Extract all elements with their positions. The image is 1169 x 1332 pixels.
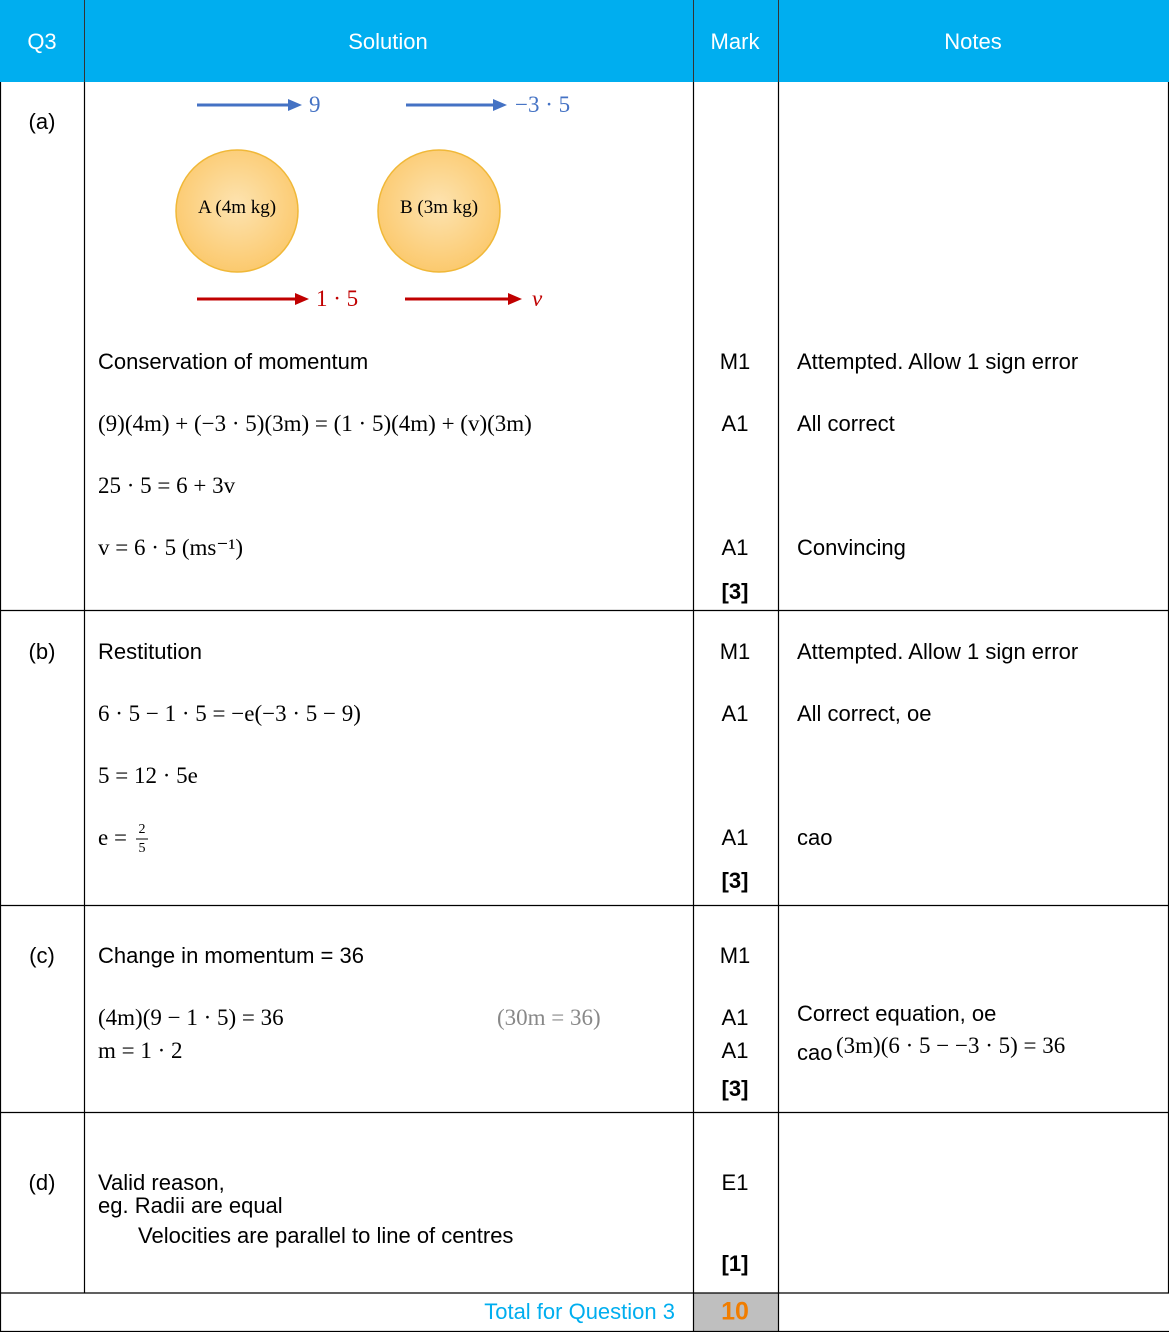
part-total: [3] xyxy=(721,579,749,604)
note: cao xyxy=(797,1040,833,1065)
fraction-denominator: 5 xyxy=(138,841,146,856)
header-cell: Mark xyxy=(710,29,760,54)
solution-math: v = 6 · 5 (ms⁻¹) xyxy=(98,535,244,560)
solution-math: 25 · 5 = 6 + 3v xyxy=(98,473,236,498)
solution-text: Valid reason, xyxy=(98,1170,225,1195)
note: Attempted. Allow 1 sign error xyxy=(797,639,1079,664)
solution-math: (4m)(9 − 1 · 5) = 36 xyxy=(98,1005,284,1030)
solution-text: Change in momentum = 36 xyxy=(98,943,364,968)
solution-text: eg. Radii are equal xyxy=(98,1193,283,1218)
header-cell: Q3 xyxy=(27,29,57,54)
particle-label: A (4m kg) xyxy=(197,197,277,218)
fraction-numerator: 2 xyxy=(138,822,146,837)
solution-math: m = 1 · 2 xyxy=(98,1038,183,1063)
particle-a xyxy=(175,149,299,273)
solution-math: 5 = 12 · 5e xyxy=(98,763,198,788)
mark: A1 xyxy=(721,411,749,436)
part-label: (a) xyxy=(28,109,56,134)
part-label: (c) xyxy=(29,943,55,968)
mark: A1 xyxy=(721,1038,749,1063)
solution-math: 6 · 5 − 1 · 5 = −e(−3 · 5 − 9) xyxy=(98,701,361,726)
part-total: [3] xyxy=(721,868,749,893)
particle-label: B (3m kg) xyxy=(399,197,479,218)
note: cao xyxy=(797,825,833,850)
header-cell: Notes xyxy=(944,29,1002,54)
arrow-label: 1 · 5 xyxy=(316,286,359,311)
solution-math: e = xyxy=(98,825,127,850)
note-detail: (3m)(6 · 5 − −3 · 5) = 36 xyxy=(836,1033,1066,1058)
total-label: Total for Question 3 xyxy=(484,1299,675,1324)
note: Attempted. Allow 1 sign error xyxy=(797,349,1079,374)
arrow-label: −3 · 5 xyxy=(515,92,571,117)
solution-text: Conservation of momentum xyxy=(98,349,369,374)
mark: A1 xyxy=(721,825,749,850)
part-total: [3] xyxy=(721,1076,749,1101)
mark: A1 xyxy=(721,1005,749,1030)
solution-text: Restitution xyxy=(98,639,202,664)
total-box xyxy=(693,1293,778,1332)
mark: M1 xyxy=(719,943,751,968)
particle-b xyxy=(377,149,501,273)
solution-text: Velocities are parallel to line of centr… xyxy=(138,1223,514,1248)
part-total: [1] xyxy=(721,1251,749,1276)
header-dividers xyxy=(84,0,779,82)
arrow-label: v xyxy=(532,286,543,311)
header-bar xyxy=(0,0,1169,82)
part-label: (d) xyxy=(28,1170,56,1195)
velocity-arrows xyxy=(197,99,522,305)
header-cell: Solution xyxy=(348,29,428,54)
note: All correct, oe xyxy=(797,701,932,726)
note: Correct equation, oe xyxy=(797,1001,997,1026)
note: Convincing xyxy=(797,535,906,560)
mark: E1 xyxy=(721,1170,749,1195)
arrow-label: 9 xyxy=(309,92,321,117)
mark: M1 xyxy=(719,349,751,374)
mark: A1 xyxy=(721,701,749,726)
solution-math: (9)(4m) + (−3 · 5)(3m) = (1 · 5)(4m) + (… xyxy=(98,411,532,436)
mark: A1 xyxy=(721,535,749,560)
working: (30m = 36) xyxy=(497,1005,601,1030)
total-value: 10 xyxy=(721,1297,749,1326)
mark: M1 xyxy=(719,639,751,664)
part-label: (b) xyxy=(28,639,56,664)
note: All correct xyxy=(797,411,895,436)
